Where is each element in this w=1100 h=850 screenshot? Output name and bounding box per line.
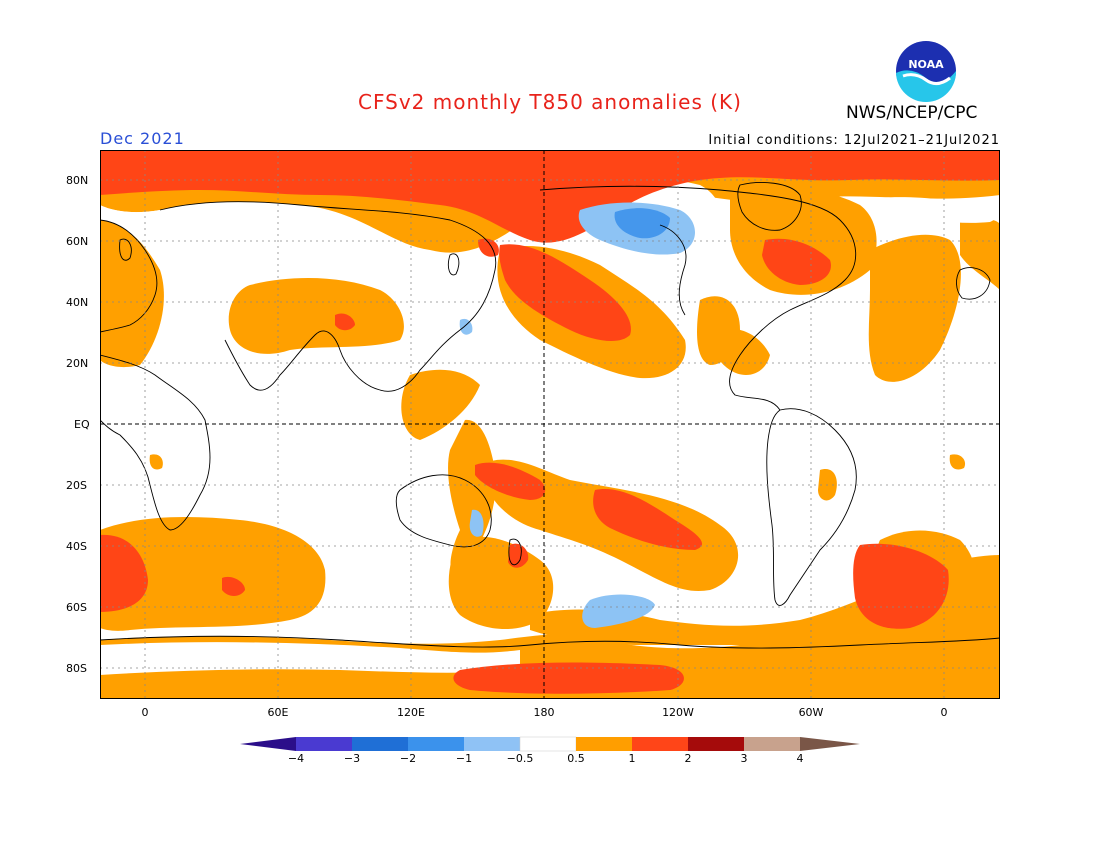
colorbar-swatch-2 — [352, 737, 408, 751]
colorbar-min-arrow — [240, 737, 296, 751]
lat-label-40s: 40S — [66, 540, 87, 553]
lon-label-60w: 60W — [798, 706, 824, 719]
agency-label: NWS/NCEP/CPC — [846, 103, 978, 123]
map-frame — [100, 150, 1000, 699]
colorbar-label-m1: −1 — [455, 752, 473, 765]
color-bar — [240, 736, 860, 752]
colorbar-label-3: 3 — [740, 752, 748, 765]
anomaly-map — [100, 150, 1000, 699]
lat-label-eq: EQ — [74, 418, 90, 431]
colorbar-label-m05: −0.5 — [506, 752, 534, 765]
colorbar-label-m2: −2 — [399, 752, 417, 765]
colorbar-swatch-3 — [408, 737, 464, 751]
colorbar-swatch-9 — [744, 737, 800, 751]
colorbar-label-4: 4 — [796, 752, 804, 765]
forecast-month: Dec 2021 — [100, 129, 185, 148]
colorbar-label-m3: −3 — [343, 752, 361, 765]
colorbar-swatch-1 — [296, 737, 352, 751]
lat-label-20n: 20N — [66, 357, 89, 370]
colorbar-label-2: 2 — [684, 752, 692, 765]
coastlines — [100, 182, 1000, 649]
lon-label-0-west: 0 — [141, 706, 149, 719]
initial-conditions: Initial conditions: 12Jul2021–21Jul2021 — [708, 133, 1000, 148]
lat-label-40n: 40N — [66, 296, 89, 309]
lat-label-80s: 80S — [66, 662, 87, 675]
lon-gridlines — [144, 150, 945, 699]
colorbar-label-m4: −4 — [287, 752, 305, 765]
lon-label-60e: 60E — [267, 706, 289, 719]
colorbar-swatch-6 — [576, 737, 632, 751]
colorbar-label-1: 1 — [628, 752, 636, 765]
lat-label-20s: 20S — [66, 479, 87, 492]
colorbar-swatch-7 — [632, 737, 688, 751]
colorbar-label-05: 0.5 — [567, 752, 585, 765]
warm-anomaly-regions — [100, 150, 1000, 694]
lat-label-60n: 60N — [66, 235, 89, 248]
noaa-logo: NOAA — [896, 41, 957, 102]
chart-title: CFSv2 monthly T850 anomalies (K) — [358, 90, 742, 114]
lon-label-120w: 120W — [662, 706, 694, 719]
lat-gridlines — [100, 179, 1000, 669]
colorbar-swatch-5 — [519, 736, 577, 752]
noaa-logo-text: NOAA — [908, 58, 944, 71]
colorbar-max-arrow — [800, 737, 860, 751]
lon-label-180: 180 — [533, 706, 555, 719]
lon-label-120e: 120E — [397, 706, 425, 719]
lat-label-60s: 60S — [66, 601, 87, 614]
lon-label-0-east: 0 — [940, 706, 948, 719]
colorbar-swatch-8 — [688, 737, 744, 751]
colorbar-swatch-4 — [464, 737, 520, 751]
cool-anomaly-regions — [614, 208, 670, 239]
lat-label-80n: 80N — [66, 174, 89, 187]
